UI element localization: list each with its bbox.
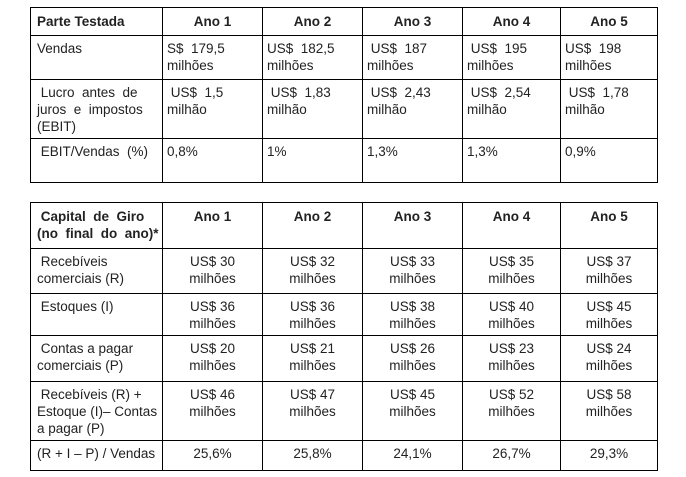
value-cell: US$ 58 milhões	[560, 381, 658, 441]
value-cell: US$ 36 milhões	[262, 293, 363, 336]
value-cell: US$ 2,43 milhão	[362, 79, 463, 139]
value-cell: 25,6%	[162, 440, 263, 471]
table-row: Vendas S$ 179,5 milhões US$ 182,5 milhõe…	[30, 35, 658, 80]
value-cell: US$ 1,5 milhão	[162, 79, 263, 139]
value-cell: US$ 36 milhões	[162, 293, 263, 336]
table-row: (R + I – P) / Vendas 25,6% 25,8% 24,1% 2…	[30, 440, 658, 471]
table-row: Recebíveis (R) + Estoque (I)– Contas a p…	[30, 381, 658, 441]
value-cell: 25,8%	[262, 440, 363, 471]
table-row: Contas a pagar comerciais (P) US$ 20 mil…	[30, 335, 658, 382]
row-label-cell: EBIT/Vendas (%)	[30, 138, 163, 183]
value-cell: US$ 32 milhões	[262, 248, 363, 294]
value-cell: US$ 37 milhões	[560, 248, 658, 294]
column-header: Ano 2	[262, 202, 363, 249]
value-cell: US$ 30 milhões	[162, 248, 263, 294]
value-cell: 24,1%	[362, 440, 463, 471]
value-cell: US$ 187 milhões	[362, 35, 463, 80]
value-cell: 26,7%	[462, 440, 561, 471]
column-header: Ano 1	[162, 7, 263, 36]
row-label-cell: Estoques (I)	[30, 293, 163, 336]
column-header: Capital de Giro (no final do ano)*	[30, 202, 163, 249]
value-cell: US$ 195 milhões	[462, 35, 561, 80]
row-label-cell: Recebíveis (R) + Estoque (I)– Contas a p…	[30, 381, 163, 441]
value-cell: US$ 1,83 milhão	[262, 79, 363, 139]
row-label-cell: (R + I – P) / Vendas	[30, 440, 163, 471]
value-cell: 29,3%	[560, 440, 658, 471]
column-header: Ano 3	[362, 202, 463, 249]
row-label-cell: Contas a pagar comerciais (P)	[30, 335, 163, 382]
value-cell: US$ 2,54 milhão	[462, 79, 561, 139]
value-cell: US$ 38 milhões	[362, 293, 463, 336]
value-cell: US$ 24 milhões	[560, 335, 658, 382]
column-header: Ano 4	[462, 202, 561, 249]
value-cell: US$ 47 milhões	[262, 381, 363, 441]
table-header-row: Parte Testada Ano 1 Ano 2 Ano 3 Ano 4 An…	[30, 7, 658, 36]
row-label-cell: Recebíveis comerciais (R)	[30, 248, 163, 294]
table-row: Estoques (I) US$ 36 milhões US$ 36 milhõ…	[30, 293, 658, 336]
parte-testada-table: Parte Testada Ano 1 Ano 2 Ano 3 Ano 4 An…	[30, 7, 658, 183]
value-cell: US$ 45 milhões	[560, 293, 658, 336]
column-header: Parte Testada	[30, 7, 163, 36]
value-cell: US$ 40 milhões	[462, 293, 561, 336]
capital-de-giro-table: Capital de Giro (no final do ano)* Ano 1…	[30, 202, 658, 471]
value-cell: US$ 23 milhões	[462, 335, 561, 382]
column-header: Ano 1	[162, 202, 263, 249]
value-cell: 1,3%	[362, 138, 463, 183]
value-cell: US$ 52 milhões	[462, 381, 561, 441]
value-cell: US$ 46 milhões	[162, 381, 263, 441]
value-cell: 1%	[262, 138, 363, 183]
value-cell: US$ 26 milhões	[362, 335, 463, 382]
value-cell: US$ 45 milhões	[362, 381, 463, 441]
value-cell: US$ 33 milhões	[362, 248, 463, 294]
value-cell: US$ 20 milhões	[162, 335, 263, 382]
table-row: EBIT/Vendas (%) 0,8% 1% 1,3% 1,3% 0,9%	[30, 138, 658, 183]
value-cell: S$ 179,5 milhões	[162, 35, 263, 80]
table-row: Recebíveis comerciais (R) US$ 30 milhões…	[30, 248, 658, 294]
column-header: Ano 5	[560, 7, 658, 36]
column-header: Ano 4	[462, 7, 561, 36]
value-cell: US$ 21 milhões	[262, 335, 363, 382]
row-label-cell: Lucro antes de juros e impostos (EBIT)	[30, 79, 163, 139]
column-header: Ano 2	[262, 7, 363, 36]
table-row: Lucro antes de juros e impostos (EBIT) U…	[30, 79, 658, 139]
value-cell: 0,8%	[162, 138, 263, 183]
column-header: Ano 3	[362, 7, 463, 36]
table-header-row: Capital de Giro (no final do ano)* Ano 1…	[30, 202, 658, 249]
row-label-cell: Vendas	[30, 35, 163, 80]
column-header: Ano 5	[560, 202, 658, 249]
value-cell: US$ 182,5 milhões	[262, 35, 363, 80]
value-cell: US$ 1,78 milhão	[560, 79, 658, 139]
value-cell: 0,9%	[560, 138, 658, 183]
value-cell: US$ 198 milhões	[560, 35, 658, 80]
value-cell: 1,3%	[462, 138, 561, 183]
value-cell: US$ 35 milhões	[462, 248, 561, 294]
